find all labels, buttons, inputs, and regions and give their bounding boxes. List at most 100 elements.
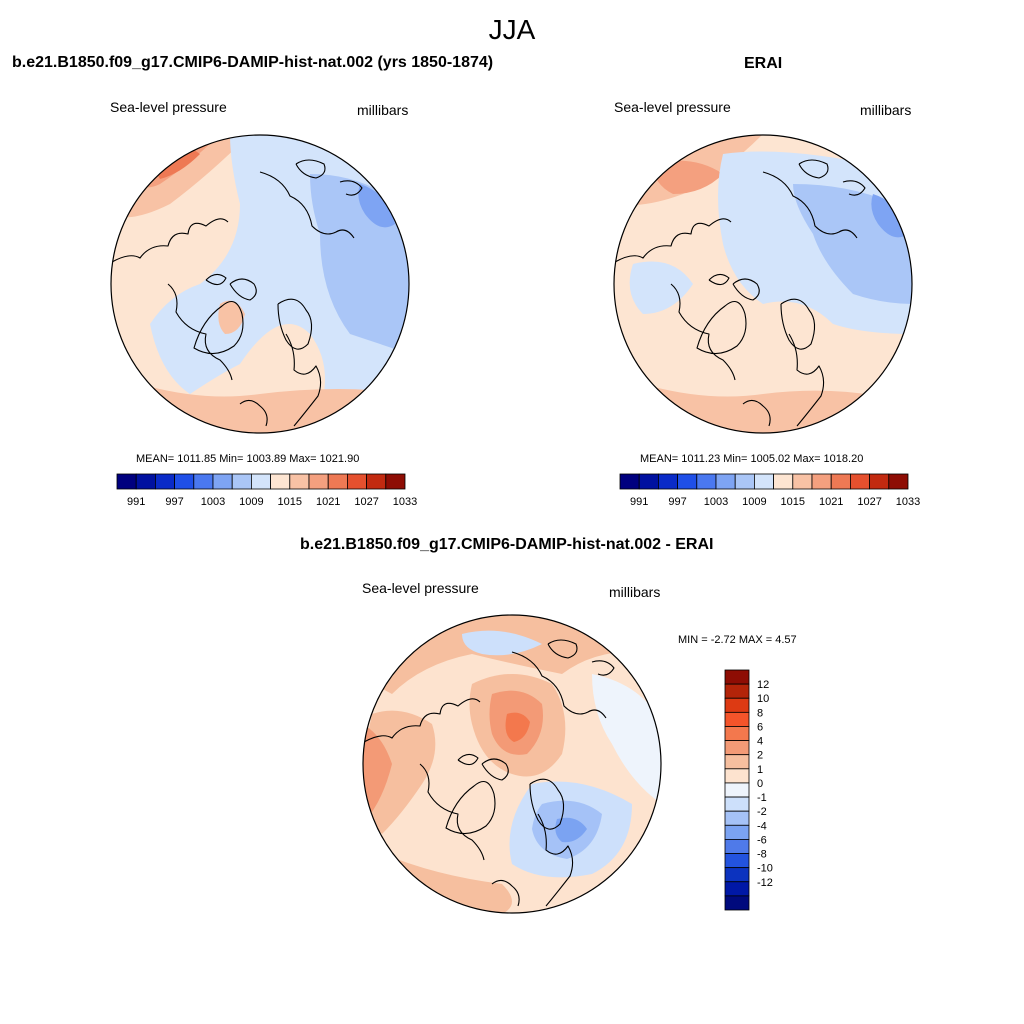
colorbar-box [724,895,750,911]
map-diff-slp [362,614,662,914]
figure-title: JJA [488,14,536,45]
colorbar-tick-label: 1033 [393,496,417,508]
colorbar-tick-label: 1027 [857,496,881,508]
colorbar-box [724,697,750,713]
colorbar-box [724,867,750,883]
coastline [670,283,736,381]
colorbar-box [155,473,176,490]
pressure-region [363,724,392,824]
colorbar-tick-label: 1033 [896,496,920,508]
colorbar-box [869,473,890,490]
colorbar-box [724,726,750,741]
colorbar-tick-label: 8 [757,707,763,719]
colorbar-box [724,754,750,770]
colorbar-tick-label: 4 [757,736,763,748]
colorbar-tick-label: 1009 [742,496,766,508]
colorbar-box [231,473,252,490]
coastline [457,753,479,766]
colorbar-tick-label: -10 [757,863,773,875]
coastline [696,300,747,355]
colorbar-box [724,796,750,812]
pressure-region [462,630,542,656]
coastline [111,218,229,263]
colorbar-tick-label: 0 [757,778,763,790]
coastline [742,399,771,427]
colorbar-box [658,473,679,490]
coastline [205,273,227,286]
colorbar-box [724,853,750,869]
colorbar-tick-label: 1003 [704,496,728,508]
colorbar-tick-label: 997 [668,496,686,508]
colorbar-box [308,473,329,490]
colorbar-box [724,881,750,897]
panel-obs-title: ERAI [744,55,783,72]
coastline [491,879,520,907]
coastline [614,218,732,263]
coastline [708,273,730,286]
coastline [732,278,760,301]
coastline [339,180,363,196]
pressure-region [871,194,908,238]
colorbar-tick-label: 1021 [819,496,843,508]
coastline [547,639,578,659]
colorbar-box [619,473,640,490]
pressure-region [358,184,395,228]
pressure-region [218,300,245,334]
panel-diff-stats: MIN = -2.72 MAX = 4.57 [678,634,797,646]
colorbar-tick-label: 1027 [354,496,378,508]
coastline [529,778,565,830]
colorbar-box [753,473,774,490]
map-boundary [362,614,662,914]
coastline [511,651,607,719]
colorbar-box [327,473,348,490]
coastline [277,298,313,350]
colorbar-box [270,473,291,490]
colorbar-box [724,711,750,727]
colorbar-model: 991 997 1003 1009 1015 1021 1027 1033 [116,473,417,508]
colorbar-tick-label: -2 [757,806,767,818]
coastline [229,278,257,301]
colorbar-tick-label: 1009 [239,496,263,508]
colorbar-tick-label: -1 [757,792,767,804]
coastline [239,399,268,427]
colorbar-obs: 991 997 1003 1009 1015 1021 1027 1033 [619,473,920,508]
coastline [537,813,574,907]
colorbar-box [696,473,717,490]
colorbar-box [724,810,750,826]
coastline [798,159,829,179]
colorbar-box [346,473,367,490]
map-content [363,615,661,913]
colorbar-tick-label: 12 [757,679,769,691]
colorbar-tick-label: 10 [757,693,769,705]
colorbar-box [724,669,750,685]
map-model-slp [110,134,410,434]
pressure-region [555,817,587,843]
coastline [193,300,244,355]
colorbar-box [677,473,698,490]
pressure-region [505,712,530,742]
colorbar-box [724,839,750,854]
colorbar-tick-label: 1015 [278,496,302,508]
map-boundary [613,134,913,434]
colorbar-tick-label: 1021 [316,496,340,508]
coastline [445,780,496,835]
colorbar-box [888,473,909,490]
coastline [167,283,233,381]
colorbar-box [116,473,137,490]
coastline [259,171,355,239]
coastline [295,159,326,179]
coastline [363,698,481,743]
pressure-region [653,160,723,194]
colorbar-box [724,768,750,784]
colorbar-tick-label: 2 [757,750,763,762]
colorbar-tick-label: 997 [165,496,183,508]
coastline [842,180,866,196]
colorbar-tick-label: -4 [757,820,767,832]
colorbar-box [849,473,870,490]
colorbar-tick-label: -12 [757,877,773,889]
pressure-region [629,261,693,314]
coastline [780,298,816,350]
colorbar-tick-label: -8 [757,849,767,861]
panel-obs-variable-label: Sea-level pressure [614,99,731,115]
panel-diff-title: b.e21.B1850.f09_g17.CMIP6-DAMIP-hist-nat… [300,536,714,553]
